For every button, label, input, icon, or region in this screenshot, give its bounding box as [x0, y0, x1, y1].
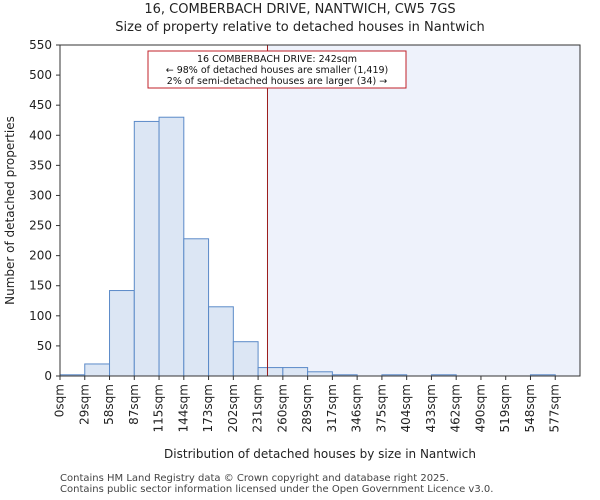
x-tick-label: 346sqm — [350, 384, 364, 432]
bar-87sqm — [133, 120, 160, 377]
x-tick-label: 289sqm — [300, 384, 314, 432]
bar-231sqm — [257, 367, 284, 377]
bar-260sqm — [282, 367, 309, 377]
x-tick-label: 144sqm — [176, 384, 190, 432]
annotation-box — [147, 50, 407, 89]
bar-202sqm — [232, 341, 259, 377]
x-tick-label: 29sqm — [77, 384, 91, 425]
x-tick-label: 577sqm — [548, 384, 562, 432]
x-tick-label: 58sqm — [102, 384, 116, 425]
y-tick-label: 250 — [29, 219, 52, 233]
histogram-chart: 0 50 100 150 200 250 300 350 400 450 500 550 0sqm 29s… — [3, 38, 581, 461]
x-tick-label: 87sqm — [127, 384, 141, 425]
x-tick-label: 202sqm — [226, 384, 240, 432]
x-tick-label: 462sqm — [449, 384, 463, 432]
x-tick-label: 519sqm — [498, 384, 512, 432]
x-tick-label: 260sqm — [275, 384, 289, 432]
y-tick-label: 150 — [29, 279, 52, 293]
y-tick-label: 500 — [29, 68, 52, 82]
chart-title: 16, COMBERBACH DRIVE, NANTWICH, CW5 7GS — [144, 2, 456, 17]
y-tick-label: 550 — [29, 38, 52, 52]
x-tick-label: 173sqm — [201, 384, 215, 432]
x-tick-label: 404sqm — [399, 384, 413, 432]
x-tick-label: 115sqm — [152, 384, 166, 432]
y-tick-label: 200 — [29, 249, 52, 263]
y-tick-label: 100 — [29, 309, 52, 323]
annotation-title: 16 COMBERBACH DRIVE: 242sqm — [197, 54, 357, 65]
x-tick-label: 433sqm — [424, 384, 438, 432]
bar-173sqm — [208, 306, 234, 377]
bar-144sqm — [183, 238, 210, 377]
footer-copyright: Contains HM Land Registry data © Crown c… — [60, 473, 449, 484]
x-tick-label: 548sqm — [523, 384, 537, 432]
x-tick-label: 490sqm — [473, 384, 487, 432]
x-tick-label: 231sqm — [251, 384, 265, 432]
bar-115sqm — [158, 116, 185, 377]
y-axis-label: Number of detached properties — [3, 116, 17, 305]
larger-region-shade — [267, 45, 580, 376]
plot-frame — [59, 44, 581, 377]
chart-subtitle: Size of property relative to detached ho… — [115, 20, 485, 35]
y-tick-label: 300 — [29, 188, 52, 202]
bar-58sqm — [109, 290, 135, 377]
y-tick-label: 50 — [37, 339, 52, 353]
x-axis-label: Distribution of detached houses by size … — [164, 447, 476, 461]
bar-289sqm — [307, 371, 333, 377]
footer-licence: Contains public sector information licen… — [60, 484, 494, 495]
y-tick-label: 450 — [29, 98, 52, 112]
y-tick-label: 0 — [44, 369, 52, 383]
annotation-larger: 2% of semi-detached houses are larger (3… — [167, 76, 387, 87]
x-tick-label: 0sqm — [53, 384, 67, 417]
bar-29sqm — [84, 363, 111, 377]
x-tick-label: 375sqm — [374, 384, 388, 432]
x-tick-label: 317sqm — [325, 384, 339, 432]
annotation-smaller: ← 98% of detached houses are smaller (1,… — [166, 65, 389, 76]
y-tick-label: 400 — [29, 128, 52, 142]
y-tick-label: 350 — [29, 158, 52, 172]
